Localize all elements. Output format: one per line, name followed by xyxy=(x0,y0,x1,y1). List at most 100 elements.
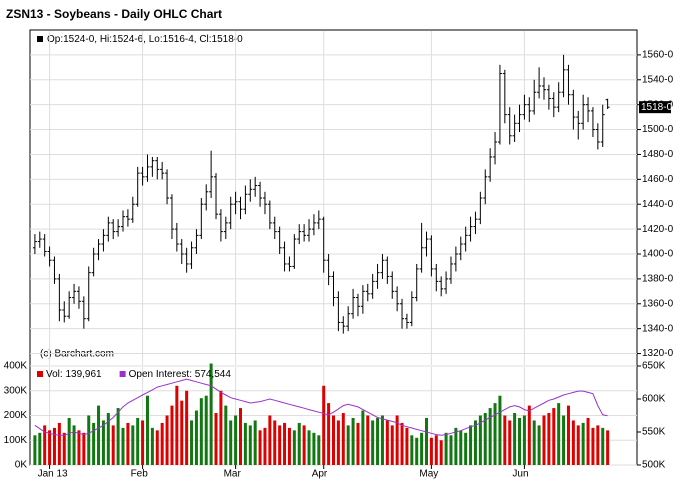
y2-tick-label: 650K xyxy=(642,361,666,372)
volume-bar xyxy=(395,415,399,465)
ohlc-bar xyxy=(336,291,341,332)
ohlc-bar xyxy=(390,271,395,299)
legend-swatch xyxy=(37,371,43,377)
ohlc-bar xyxy=(375,263,380,289)
volume-bar xyxy=(322,385,326,465)
ohlc-bar xyxy=(576,110,581,140)
ohlc-bar xyxy=(204,184,209,211)
volume-bar xyxy=(43,425,47,465)
ohlc-bar xyxy=(326,254,331,286)
y-tick-label: 1500-0 xyxy=(642,124,674,135)
ohlc-bar xyxy=(444,271,449,294)
ohlc-bar xyxy=(385,256,390,284)
ohlc-bar xyxy=(165,169,170,205)
ohlc-bar xyxy=(174,222,179,252)
ohlc-bar xyxy=(32,234,37,254)
volume-bar xyxy=(518,417,522,465)
volume-bar xyxy=(219,390,223,465)
price-panel xyxy=(29,29,638,367)
ohlc-bar xyxy=(81,296,86,329)
ohlc-bar xyxy=(551,92,556,118)
volume-bar xyxy=(351,417,355,465)
legend-swatch xyxy=(37,36,43,42)
chart-title: ZSN13 - Soybeans - Daily OHLC Chart xyxy=(6,7,222,21)
ohlc-bar xyxy=(184,247,189,273)
ohlc-bar xyxy=(233,191,238,215)
ohlc-bar xyxy=(502,69,507,124)
volume-bar xyxy=(341,413,345,465)
ohlc-bar xyxy=(302,224,307,242)
volume-bar xyxy=(547,413,551,465)
volume-bar xyxy=(165,415,169,465)
ohlc-bar xyxy=(316,210,321,230)
volume-bar xyxy=(283,422,287,465)
volume-bar xyxy=(253,420,257,465)
volume-bar xyxy=(307,430,311,465)
volume-bar xyxy=(385,420,389,465)
ohlc-bar xyxy=(365,283,370,302)
volume-bar xyxy=(97,405,101,465)
y-tick-label: 1420-0 xyxy=(642,224,674,235)
volume-bar xyxy=(87,415,91,465)
ohlc-bar xyxy=(248,179,253,202)
ohlc-bar xyxy=(370,273,375,299)
ohlc-bar xyxy=(272,216,277,240)
legend-label: Vol: 139,961 xyxy=(46,369,102,380)
x-tick-label: May xyxy=(419,469,438,480)
y-tick-label: 1540-0 xyxy=(642,74,674,85)
ohlc-bar xyxy=(586,97,591,123)
volume-bar xyxy=(459,430,463,465)
y2-tick-label: 600K xyxy=(642,394,666,405)
ohlc-bar xyxy=(595,123,600,150)
ohlc-bar xyxy=(439,276,444,297)
volume-bar xyxy=(297,422,301,465)
volume-bar xyxy=(243,422,247,465)
volume-bar xyxy=(356,422,360,465)
volume-bar xyxy=(185,390,189,465)
volume-bar xyxy=(194,410,198,465)
ohlc-bar xyxy=(189,241,194,269)
ohlc-bar xyxy=(37,231,42,248)
ohlc-bar xyxy=(116,219,121,237)
ohlc-bar xyxy=(409,291,414,327)
volume-bar xyxy=(126,422,130,465)
ohlc-bar xyxy=(360,285,365,314)
volume-bar xyxy=(380,415,384,465)
ohlc-bar xyxy=(72,283,77,304)
volume-bar xyxy=(586,417,590,465)
ohlc-bar xyxy=(566,64,571,105)
ohlc-bar xyxy=(497,64,502,145)
ohlc-bar xyxy=(42,234,47,257)
volume-bar xyxy=(522,415,526,465)
copyright: (c) Barchart.com xyxy=(40,349,114,360)
x-tick-label: Mar xyxy=(224,469,242,480)
volume-bar xyxy=(327,403,331,465)
ohlc-bar xyxy=(429,235,434,277)
volume-bar xyxy=(596,425,600,465)
volume-bar xyxy=(371,420,375,465)
y2-tick-label: 500K xyxy=(642,460,666,471)
volume-bar xyxy=(361,410,365,465)
ohlc-bar xyxy=(267,200,272,230)
volume-bar xyxy=(150,427,154,465)
y-tick-label: 1440-0 xyxy=(642,199,674,210)
ohlc-bar xyxy=(448,256,453,284)
volume-bar xyxy=(106,413,110,465)
volume-bar xyxy=(155,430,159,465)
volume-bar xyxy=(557,403,561,465)
ohlc-bar xyxy=(169,194,174,240)
volume-bar xyxy=(48,430,52,465)
volume-bar xyxy=(429,437,433,465)
volume-bar xyxy=(62,432,66,465)
volume-bar xyxy=(160,422,164,465)
ohlc-bar xyxy=(199,198,204,240)
ohlc-bar xyxy=(581,94,586,130)
volume-bar xyxy=(410,435,414,465)
volume-bar xyxy=(566,405,570,465)
volume-bar xyxy=(199,398,203,465)
ohlc-bar xyxy=(253,176,258,197)
ohlc-bar xyxy=(262,191,267,215)
volume-bar xyxy=(508,420,512,465)
volume-bar xyxy=(376,417,380,465)
ohlc-bar xyxy=(47,246,52,267)
